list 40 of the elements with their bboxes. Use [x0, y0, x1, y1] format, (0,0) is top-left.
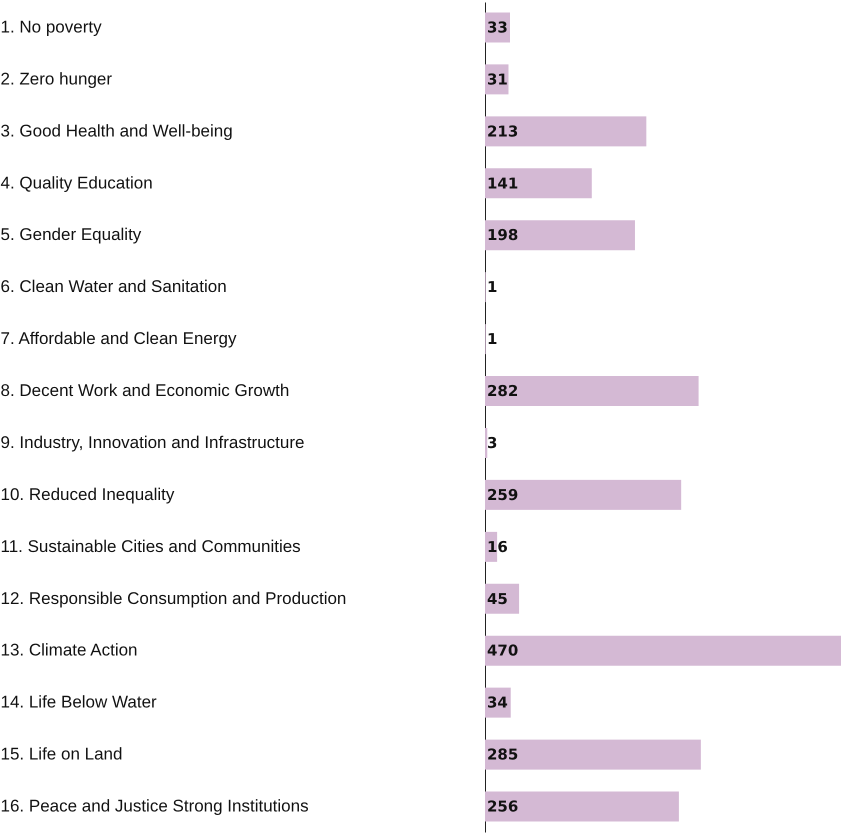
y-tick-label: 9. Industry, Innovation and Infrastructure — [0, 432, 304, 452]
y-tick-label: 3. Good Health and Well-being — [0, 121, 233, 140]
data-label: 1 — [487, 330, 498, 348]
data-label: 34 — [487, 694, 508, 712]
data-label: 33 — [487, 18, 508, 36]
bar — [485, 792, 679, 822]
data-label: 213 — [487, 122, 518, 140]
data-label: 282 — [487, 382, 518, 400]
y-tick-label: 12. Responsible Consumption and Production — [0, 588, 346, 608]
data-label: 470 — [487, 642, 518, 660]
data-label: 256 — [487, 798, 518, 816]
y-tick-label: 11. Sustainable Cities and Communities — [0, 536, 301, 556]
bar — [485, 636, 841, 666]
y-tick-label: 1. No poverty — [0, 17, 102, 36]
data-label: 259 — [487, 486, 518, 504]
bar — [485, 376, 699, 406]
data-label: 3 — [487, 434, 498, 452]
y-tick-label: 6. Clean Water and Sanitation — [0, 277, 227, 296]
bar — [485, 220, 635, 250]
y-tick-label: 8. Decent Work and Economic Growth — [0, 381, 290, 400]
y-tick-label: 4. Quality Education — [0, 173, 153, 192]
bar — [485, 480, 682, 510]
y-tick-label: 7. Affordable and Clean Energy — [0, 329, 237, 348]
data-label: 45 — [487, 590, 508, 608]
y-tick-label: 14. Life Below Water — [0, 692, 158, 712]
bar — [485, 168, 592, 198]
data-label: 1 — [487, 278, 498, 296]
bar — [485, 740, 701, 770]
data-label: 285 — [487, 746, 518, 764]
y-tick-label: 13. Climate Action — [0, 640, 138, 660]
data-label: 141 — [487, 174, 518, 192]
y-tick-label: 16. Peace and Justice Strong Institutions — [0, 796, 309, 816]
y-tick-label: 2. Zero hunger — [0, 69, 112, 88]
y-tick-label: 5. Gender Equality — [0, 225, 142, 244]
data-label: 31 — [487, 70, 508, 88]
bar — [485, 116, 646, 146]
y-tick-label: 10. Reduced Inequality — [0, 484, 175, 504]
data-label: 16 — [487, 538, 508, 556]
data-label: 198 — [487, 226, 518, 244]
y-tick-label: 15. Life on Land — [0, 744, 122, 764]
